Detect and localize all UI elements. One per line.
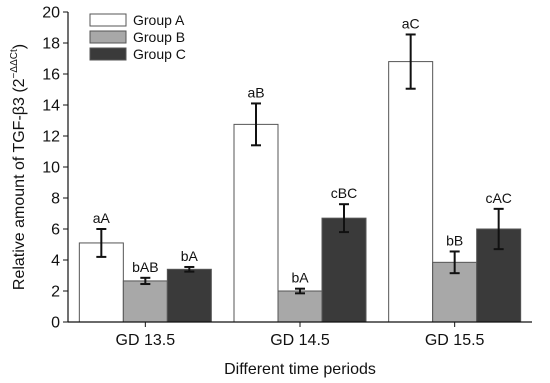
x-tick-label: GD 13.5 [116, 332, 176, 349]
y-tick-label: 14 [42, 98, 60, 115]
y-tick-label: 4 [51, 253, 60, 270]
legend-label: Group A [133, 12, 185, 28]
legend-label: Group C [133, 46, 186, 62]
error-bars-layer [96, 33, 504, 295]
bar-label: aB [247, 84, 264, 100]
bar [388, 61, 434, 323]
bar-label: bA [181, 248, 199, 264]
y-ticks-layer: 0 2 4 6 8 10 12 14 16 18 20 [42, 5, 68, 332]
bar [166, 268, 212, 323]
legend-label: Group B [133, 29, 185, 45]
legend-swatch [89, 13, 127, 27]
y-tick-label: 6 [51, 222, 60, 239]
y-axis-title-main: Relative amount of TGF-β3 (2 [11, 78, 28, 290]
y-tick-label: 0 [51, 315, 60, 332]
legend-swatch [89, 47, 127, 61]
y-tick-label: 8 [51, 191, 60, 208]
y-tick-label: 20 [42, 5, 60, 22]
bar [233, 123, 279, 323]
legend-swatch [89, 30, 127, 44]
bar-label: aC [402, 15, 420, 31]
bar-labels-layer: aA bAB bA aB bA cBC aC bB cAC [93, 15, 512, 285]
y-tick-label: 18 [42, 36, 60, 53]
y-axis-title-suffix: ) [11, 44, 28, 49]
bar-label: bB [446, 232, 463, 248]
bar [277, 290, 323, 323]
bar-label: bA [291, 270, 309, 286]
bars-layer [78, 61, 522, 323]
y-tick-label: 2 [51, 284, 60, 301]
y-tick-label: 12 [42, 129, 60, 146]
y-axis-title-superscript: −ΔΔCt [9, 49, 20, 78]
x-ticks-layer: GD 13.5 GD 14.5 GD 15.5 [116, 322, 485, 349]
y-tick-label: 10 [42, 160, 60, 177]
bar [321, 217, 367, 323]
y-tick-label: 16 [42, 67, 60, 84]
x-tick-label: GD 14.5 [270, 332, 330, 349]
bar-label: bAB [132, 259, 158, 275]
x-tick-label: GD 15.5 [425, 332, 485, 349]
x-axis-title: Different time periods [224, 361, 376, 378]
bar [122, 280, 168, 323]
y-axis-title: Relative amount of TGF-β3 (2−ΔΔCt) [9, 44, 28, 290]
bar-label: cAC [485, 190, 511, 206]
bar-label: aA [93, 210, 111, 226]
bar-label: cBC [331, 185, 357, 201]
